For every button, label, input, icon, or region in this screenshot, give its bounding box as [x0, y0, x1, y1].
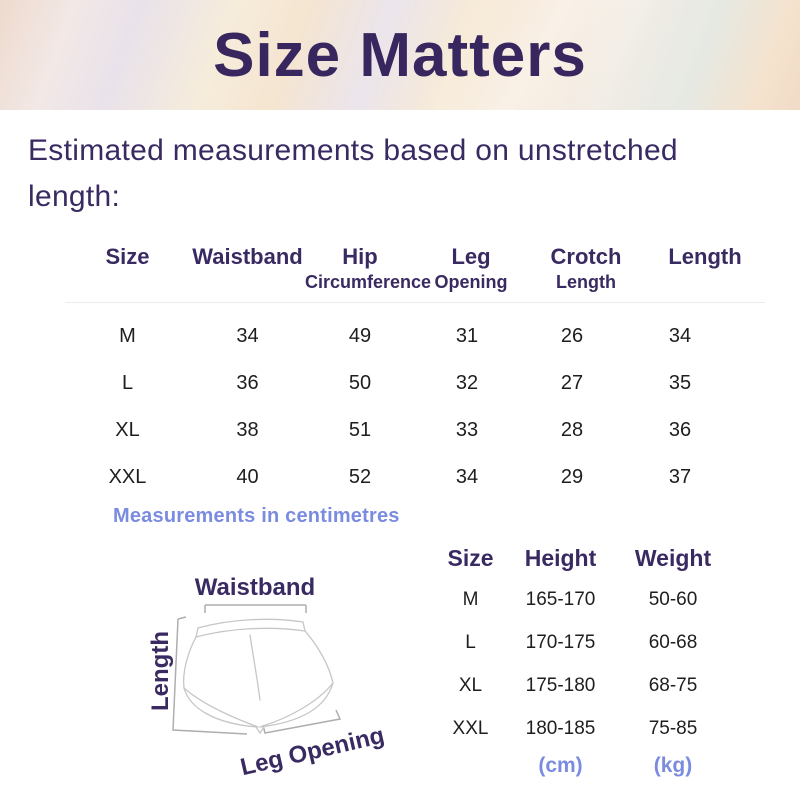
cell-crotch: 28 — [560, 419, 584, 441]
cell-length: 36 — [668, 419, 692, 441]
size-guide-units: (cm) (kg) — [433, 752, 733, 780]
units-spacer — [433, 752, 508, 780]
header-weight: Weight — [634, 545, 712, 571]
row-label: L — [465, 631, 476, 653]
waistband-bracket-icon — [204, 604, 307, 613]
cell-hip: 51 — [348, 419, 372, 441]
cell-leg-opening: 33 — [455, 419, 479, 441]
cell-height: 180-185 — [525, 717, 596, 739]
table-row: XXL 40 52 34 29 37 — [65, 454, 765, 501]
measurements-table: Size Waistband Hip Circumference Leg Ope… — [65, 238, 765, 501]
header-height: Height — [524, 545, 597, 571]
cell-crotch: 29 — [560, 466, 584, 488]
table-row: M 165-170 50-60 — [433, 578, 733, 621]
cell-waistband: 38 — [236, 419, 259, 441]
cell-height: 165-170 — [525, 588, 596, 610]
measurements-table-header: Size Waistband Hip Circumference Leg Ope… — [65, 238, 765, 303]
cell-length: 37 — [668, 466, 692, 488]
row-label: XL — [115, 419, 140, 441]
cell-leg-opening: 32 — [455, 372, 479, 394]
cell-weight: 60-68 — [648, 631, 698, 653]
header-crotch-length: Crotch Length — [550, 244, 622, 292]
row-label: XXL — [452, 717, 489, 739]
header-length: Length — [668, 244, 742, 269]
table-row: L 36 50 32 27 35 — [65, 360, 765, 407]
cell-length: 34 — [668, 325, 692, 347]
leg-opening-bracket-icon — [262, 709, 342, 734]
waistband-label: Waistband — [194, 574, 316, 601]
cell-hip: 52 — [348, 466, 372, 488]
length-label: Length — [147, 631, 174, 711]
cell-waistband: 34 — [236, 325, 259, 347]
subtitle: Estimated measurements based on unstretc… — [28, 134, 678, 213]
header-hip-circumference: Hip Circumference — [305, 244, 432, 292]
cell-leg-opening: 34 — [455, 466, 479, 488]
shorts-body-icon — [182, 618, 334, 735]
row-label: M — [119, 325, 136, 347]
cell-weight: 50-60 — [648, 588, 698, 610]
cell-waistband: 36 — [236, 372, 259, 394]
header-leg-opening: Leg Opening — [434, 244, 508, 292]
shorts-outline-icon — [172, 604, 342, 735]
weight-unit: (kg) — [653, 754, 693, 777]
table-row: L 170-175 60-68 — [433, 621, 733, 664]
cell-hip: 49 — [348, 325, 372, 347]
height-unit: (cm) — [538, 754, 583, 777]
table-row: XXL 180-185 75-85 — [433, 707, 733, 750]
cell-height: 170-175 — [525, 631, 596, 653]
cell-leg-opening: 31 — [455, 325, 479, 347]
units-note: Measurements in centimetres — [113, 505, 400, 527]
table-row: M 34 49 31 26 34 — [65, 313, 765, 360]
cell-crotch: 27 — [560, 372, 584, 394]
length-bracket-icon — [172, 616, 248, 735]
row-label: L — [121, 372, 134, 394]
cell-weight: 75-85 — [648, 717, 698, 739]
cell-hip: 50 — [348, 372, 372, 394]
cell-crotch: 26 — [560, 325, 584, 347]
cell-weight: 68-75 — [648, 674, 698, 696]
row-label: XL — [458, 674, 483, 696]
size-guide-header: Size Height Weight — [433, 544, 733, 572]
size-guide-table: Size Height Weight M 165-170 50-60 L 170… — [433, 544, 733, 780]
hero-banner: Size Matters — [0, 0, 800, 110]
header-size: Size — [105, 244, 150, 269]
header-waistband: Waistband — [192, 244, 303, 269]
table-row: XL 38 51 33 28 36 — [65, 407, 765, 454]
shorts-diagram: Waistband Length Leg Opening — [130, 552, 430, 800]
row-label: XXL — [108, 466, 147, 488]
header-size: Size — [447, 545, 494, 571]
table-row: XL 175-180 68-75 — [433, 664, 733, 707]
size-guide-body: M 165-170 50-60 L 170-175 60-68 XL 175-1… — [433, 578, 733, 750]
cell-height: 175-180 — [525, 674, 596, 696]
measurements-table-body: M 34 49 31 26 34 L 36 50 32 27 35 XL 38 … — [65, 313, 765, 501]
page-title: Size Matters — [213, 20, 587, 90]
cell-waistband: 40 — [236, 466, 259, 488]
cell-length: 35 — [668, 372, 692, 394]
row-label: M — [462, 588, 479, 610]
